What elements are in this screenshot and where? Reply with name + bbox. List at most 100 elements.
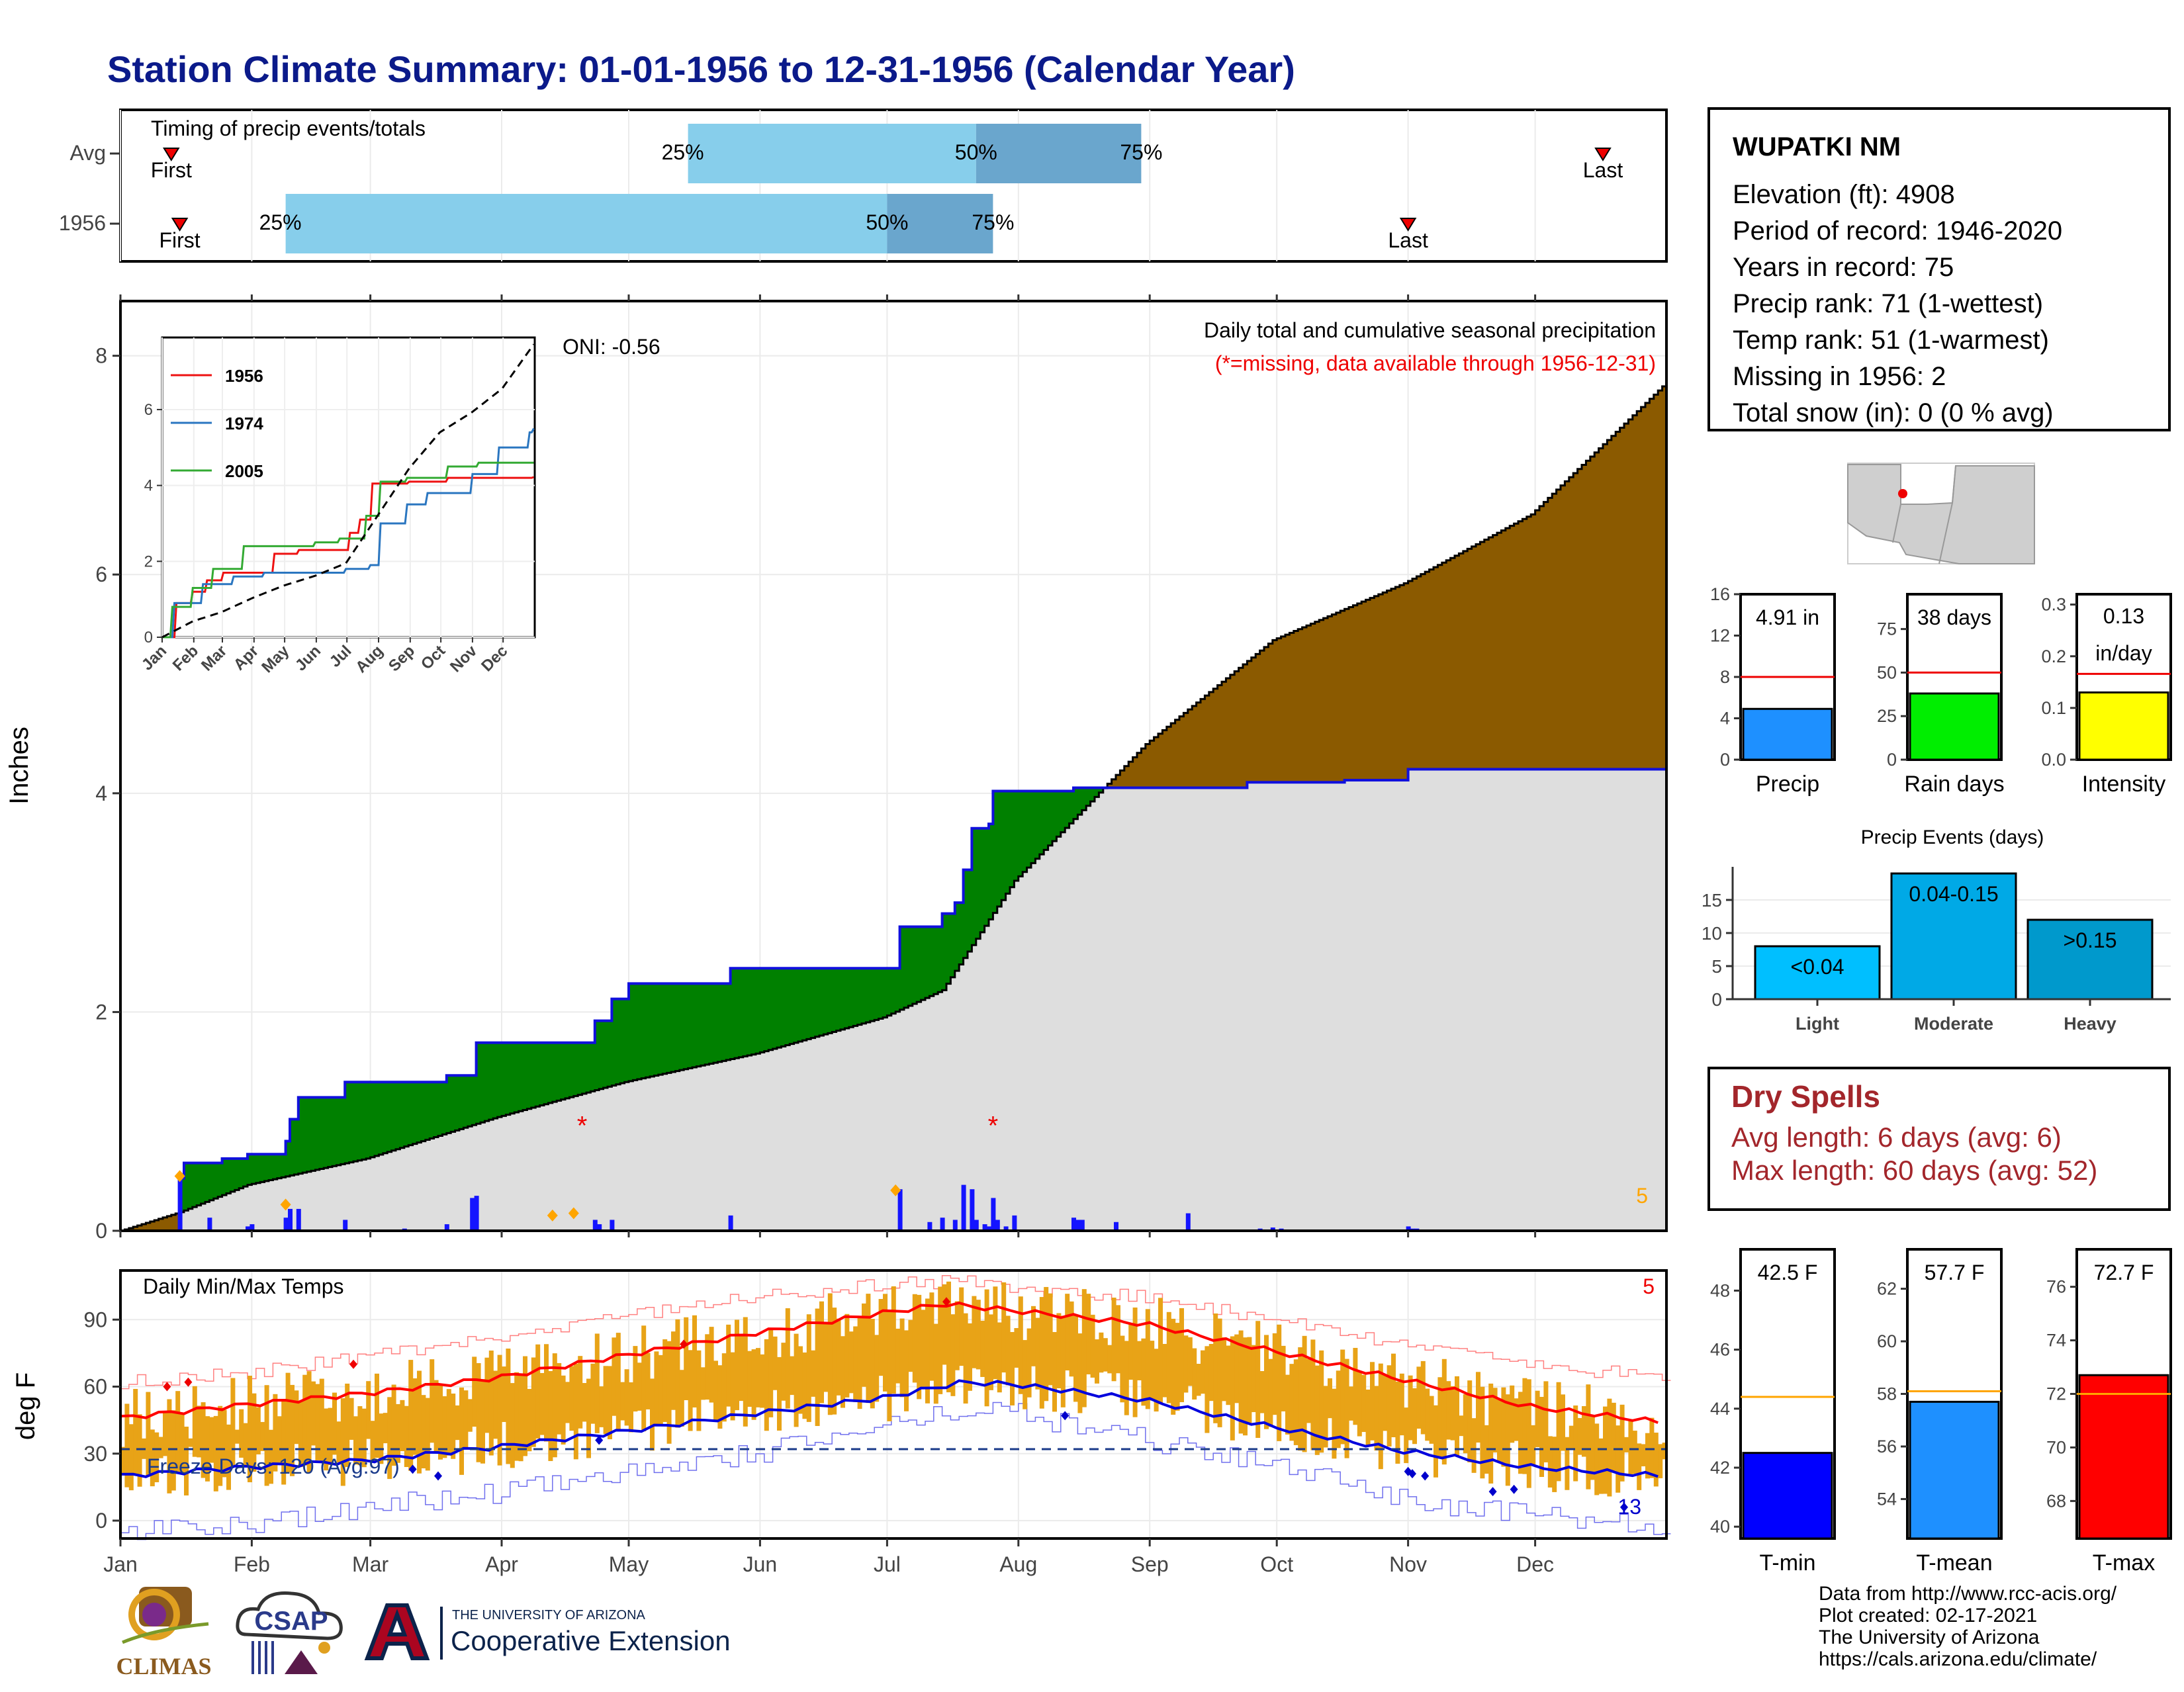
- temp-daily-bar: [294, 1390, 299, 1445]
- precip-daily-bar: [897, 1189, 903, 1231]
- timing-title: Timing of precip events/totals: [151, 116, 426, 140]
- summary-value-label: 42.5 F: [1758, 1261, 1818, 1284]
- location-map: [1847, 463, 2035, 564]
- summary-y-tick-label: 70: [2046, 1437, 2066, 1457]
- temp-daily-bar: [463, 1390, 469, 1449]
- temp-daily-bar: [844, 1314, 850, 1398]
- temp-daily-bar: [612, 1337, 617, 1416]
- dry-spells-avg: Avg length: 6 days (avg: 6): [1731, 1122, 2062, 1153]
- temp-x-tick-label: Jul: [874, 1552, 901, 1576]
- temp-record-low-marker: [434, 1471, 442, 1481]
- temp-daily-bar: [1518, 1392, 1523, 1474]
- precip-daily-bar: [246, 1226, 250, 1231]
- temp-daily-bar: [1653, 1433, 1659, 1487]
- temp-daily-bar: [972, 1296, 977, 1368]
- precip-daily-bar: [250, 1224, 255, 1231]
- precip-daily-bar: [1406, 1226, 1411, 1231]
- temp-daily-bar: [1374, 1386, 1379, 1450]
- temp-daily-bar: [1323, 1386, 1328, 1448]
- temp-daily-bar: [1077, 1333, 1083, 1413]
- precip-daily-bar: [444, 1224, 449, 1231]
- temp-daily-bar: [251, 1393, 257, 1472]
- timing-row-label: 1956: [59, 211, 106, 235]
- summary-y-tick-label: 16: [1710, 584, 1730, 604]
- temp-daily-bar: [408, 1360, 414, 1471]
- temp-daily-bar: [976, 1300, 981, 1370]
- summary-y-tick-label: 50: [1877, 662, 1897, 682]
- inset-series-line-2005: [162, 461, 534, 639]
- temp-daily-bar: [620, 1382, 625, 1421]
- summary-y-tick-label: 40: [1710, 1517, 1730, 1536]
- precip-daily-bar: [1071, 1218, 1076, 1231]
- temp-x-tick-label: Aug: [999, 1552, 1037, 1576]
- timing-bar-50-75: [976, 124, 1142, 183]
- summary-y-tick-label: 68: [2046, 1491, 2066, 1511]
- precip-extreme-marker: [174, 1170, 185, 1182]
- precip-daily-bar: [343, 1220, 348, 1231]
- summary-y-tick-label: 8: [1720, 667, 1730, 687]
- summary-y-tick-label: 0.1: [2041, 698, 2066, 718]
- temp-record-low-marker: [595, 1435, 604, 1445]
- dry-spells-title: Dry Spells: [1731, 1079, 1880, 1114]
- temp-daily-bar: [633, 1346, 638, 1412]
- timing-row-label: Avg: [69, 141, 106, 165]
- timing-marker-last: [1594, 148, 1612, 161]
- precip-daily-bar: [470, 1198, 475, 1231]
- temp-daily-bar: [1035, 1317, 1040, 1390]
- temp-daily-bar: [1607, 1398, 1612, 1497]
- station-years: Years in record: 75: [1733, 253, 1954, 282]
- precip-daily-bar: [940, 1218, 945, 1231]
- temp-daily-bar: [1060, 1315, 1066, 1407]
- temp-daily-bar: [1463, 1394, 1468, 1454]
- temp-daily-bar: [717, 1365, 723, 1429]
- temp-daily-bar: [1183, 1335, 1189, 1393]
- temp-daily-bar: [615, 1333, 621, 1430]
- temp-daily-bar: [671, 1331, 676, 1410]
- temp-count-cold: 13: [1617, 1495, 1641, 1519]
- temp-daily-bar: [230, 1378, 236, 1466]
- station-name: WUPATKI NM: [1733, 132, 1901, 161]
- precip-extreme-marker: [890, 1184, 901, 1196]
- temp-daily-bar: [1310, 1339, 1316, 1450]
- map-station-dot: [1898, 489, 1907, 498]
- temp-daily-bar: [1598, 1438, 1604, 1494]
- temp-daily-bar: [662, 1339, 668, 1422]
- events-bar-heavy: [2026, 918, 2154, 1001]
- summary-bar-intensity: [2078, 691, 2169, 761]
- precip-extreme-marker: [568, 1207, 579, 1220]
- temp-daily-bar: [146, 1392, 151, 1477]
- temp-daily-bar: [353, 1416, 358, 1465]
- temp-daily-bar: [1205, 1346, 1210, 1433]
- temp-daily-bar: [544, 1344, 549, 1442]
- temp-daily-bar: [430, 1359, 435, 1443]
- events-x-label: Light: [1796, 1014, 1839, 1034]
- temp-daily-bar: [823, 1321, 829, 1392]
- temp-daily-bar: [1264, 1335, 1269, 1429]
- temp-daily-bar: [997, 1322, 1002, 1393]
- temp-daily-bar: [608, 1366, 612, 1440]
- credits-date: Plot created: 02-17-2021: [1819, 1605, 2038, 1626]
- temp-x-tick-label: Jun: [743, 1552, 778, 1576]
- temp-daily-bar: [1272, 1333, 1277, 1415]
- precip-avg-line: [120, 385, 1666, 1232]
- station-period: Period of record: 1946-2020: [1733, 216, 2063, 245]
- temp-daily-bar: [1014, 1328, 1019, 1368]
- temp-daily-bar: [1289, 1364, 1295, 1441]
- timing-bar-25-50: [688, 124, 976, 183]
- temp-daily-bar: [506, 1349, 511, 1464]
- summary-y-tick-label: 0: [1720, 750, 1730, 770]
- temp-daily-bar: [815, 1308, 820, 1427]
- precip-panel-frame: [119, 300, 1668, 1232]
- precip-daily-bar: [974, 1220, 979, 1231]
- temp-daily-bar: [188, 1438, 193, 1447]
- temp-daily-bar: [883, 1294, 887, 1392]
- temp-daily-bar: [984, 1289, 989, 1407]
- temp-daily-bar: [735, 1319, 739, 1411]
- temp-x-tick-label: Nov: [1389, 1552, 1427, 1576]
- temp-daily-bar: [760, 1354, 765, 1408]
- events-bar-moderate: [1890, 872, 2017, 1001]
- temp-daily-bar: [1319, 1350, 1324, 1453]
- temp-daily-bar: [467, 1399, 473, 1432]
- csap-logo-text: CSAP: [254, 1607, 328, 1636]
